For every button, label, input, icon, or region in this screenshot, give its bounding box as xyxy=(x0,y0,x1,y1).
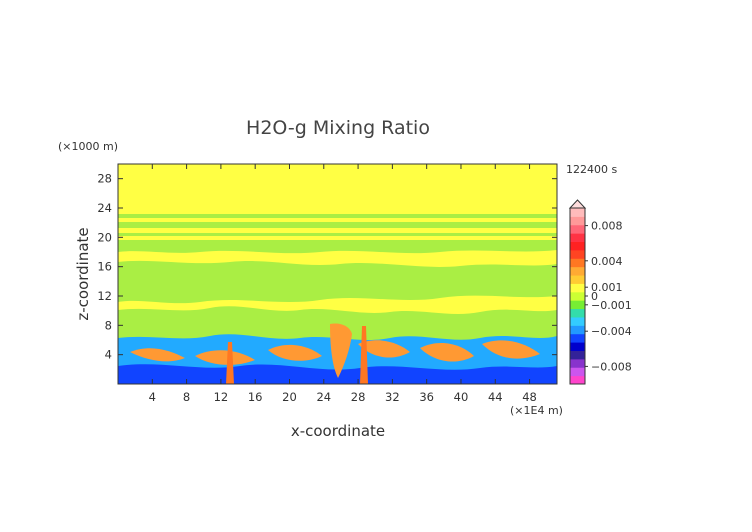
colorbar-segment xyxy=(570,233,585,243)
time-label: 122400 s xyxy=(566,163,617,176)
y-tick-label: 16 xyxy=(97,260,112,274)
y-tick-label: 28 xyxy=(97,172,112,186)
colorbar-segment xyxy=(570,300,585,310)
colorbar-segment xyxy=(570,333,585,343)
colorbar-tick-label: 0.004 xyxy=(591,255,623,268)
x-tick-label: 32 xyxy=(385,390,400,404)
y-axis-label: z-coordinate xyxy=(74,227,92,320)
field-band xyxy=(118,222,557,228)
colorbar-segment xyxy=(570,275,585,284)
colorbar-segment xyxy=(570,358,585,368)
x-axis: 4 8 12 16 20 24 28 32 36 40 44 48 xyxy=(149,164,537,404)
chart-title: H2O-g Mixing Ratio xyxy=(246,117,430,139)
x-tick-label: 8 xyxy=(183,390,190,404)
colorbar-tick-label: −0.001 xyxy=(591,299,632,312)
x-tick-label: 4 xyxy=(149,390,156,404)
colorbar-segment xyxy=(570,266,585,276)
x-tick-label: 20 xyxy=(282,390,297,404)
colorbar-segment xyxy=(570,308,585,318)
colorbar-segment xyxy=(570,367,585,377)
heatmap-field xyxy=(118,164,557,384)
field-plume xyxy=(420,342,474,362)
colorbar-extend xyxy=(568,199,587,209)
field-plume xyxy=(268,344,322,361)
colorbar-segment xyxy=(570,375,585,385)
x-tick-label: 12 xyxy=(214,390,229,404)
field-band xyxy=(118,240,557,254)
y-tick-label: 8 xyxy=(105,318,112,332)
field-plume xyxy=(130,348,185,362)
colorbar-tick-label: −0.008 xyxy=(591,360,632,373)
field-band xyxy=(118,306,557,340)
colorbar-segment xyxy=(570,283,585,293)
field-plume xyxy=(358,340,410,358)
field-plume xyxy=(360,326,368,384)
colorbar-segment xyxy=(570,216,585,226)
x-tick-label: 40 xyxy=(454,390,469,404)
x-tick-label: 16 xyxy=(248,390,263,404)
colorbar-tick-label: −0.004 xyxy=(591,325,632,338)
y-unit-label: (×1000 m) xyxy=(58,140,118,153)
colorbar-segment xyxy=(570,208,585,217)
x-unit-label: (×1E4 m) xyxy=(510,404,563,417)
field-plume xyxy=(330,323,352,378)
colorbar-segment xyxy=(570,350,585,360)
y-axis: 4 8 12 16 20 24 28 xyxy=(97,172,557,362)
colorbar-segment xyxy=(570,325,585,335)
field-band xyxy=(118,233,557,236)
colorbar-segment xyxy=(570,249,585,259)
x-tick-label: 36 xyxy=(419,390,434,404)
colorbar-segment xyxy=(570,258,585,268)
field-plume xyxy=(482,340,540,359)
x-tick-label: 28 xyxy=(351,390,366,404)
field-band xyxy=(118,214,557,218)
colorbar-segment xyxy=(570,291,585,301)
colorbar-tick-label: 0.001 xyxy=(591,281,623,294)
colorbar-segment xyxy=(570,224,585,234)
plot-frame xyxy=(117,163,558,385)
colorbar-segment xyxy=(570,342,585,351)
y-tick-label: 24 xyxy=(97,201,112,215)
y-tick-label: 12 xyxy=(97,289,112,303)
field-plume xyxy=(195,350,255,365)
colorbar-segment xyxy=(570,241,585,251)
x-tick-label: 48 xyxy=(522,390,537,404)
colorbar-tick-label: 0.008 xyxy=(591,220,623,233)
x-axis-label: x-coordinate xyxy=(291,422,385,440)
y-tick-label: 4 xyxy=(105,348,112,362)
colorbar-segment xyxy=(570,316,585,326)
x-tick-label: 24 xyxy=(316,390,331,404)
y-tick-label: 20 xyxy=(97,230,112,244)
field-plume xyxy=(226,342,234,384)
field-band xyxy=(118,260,557,304)
colorbar-tick-label: 0 xyxy=(591,290,598,303)
x-tick-label: 44 xyxy=(488,390,503,404)
